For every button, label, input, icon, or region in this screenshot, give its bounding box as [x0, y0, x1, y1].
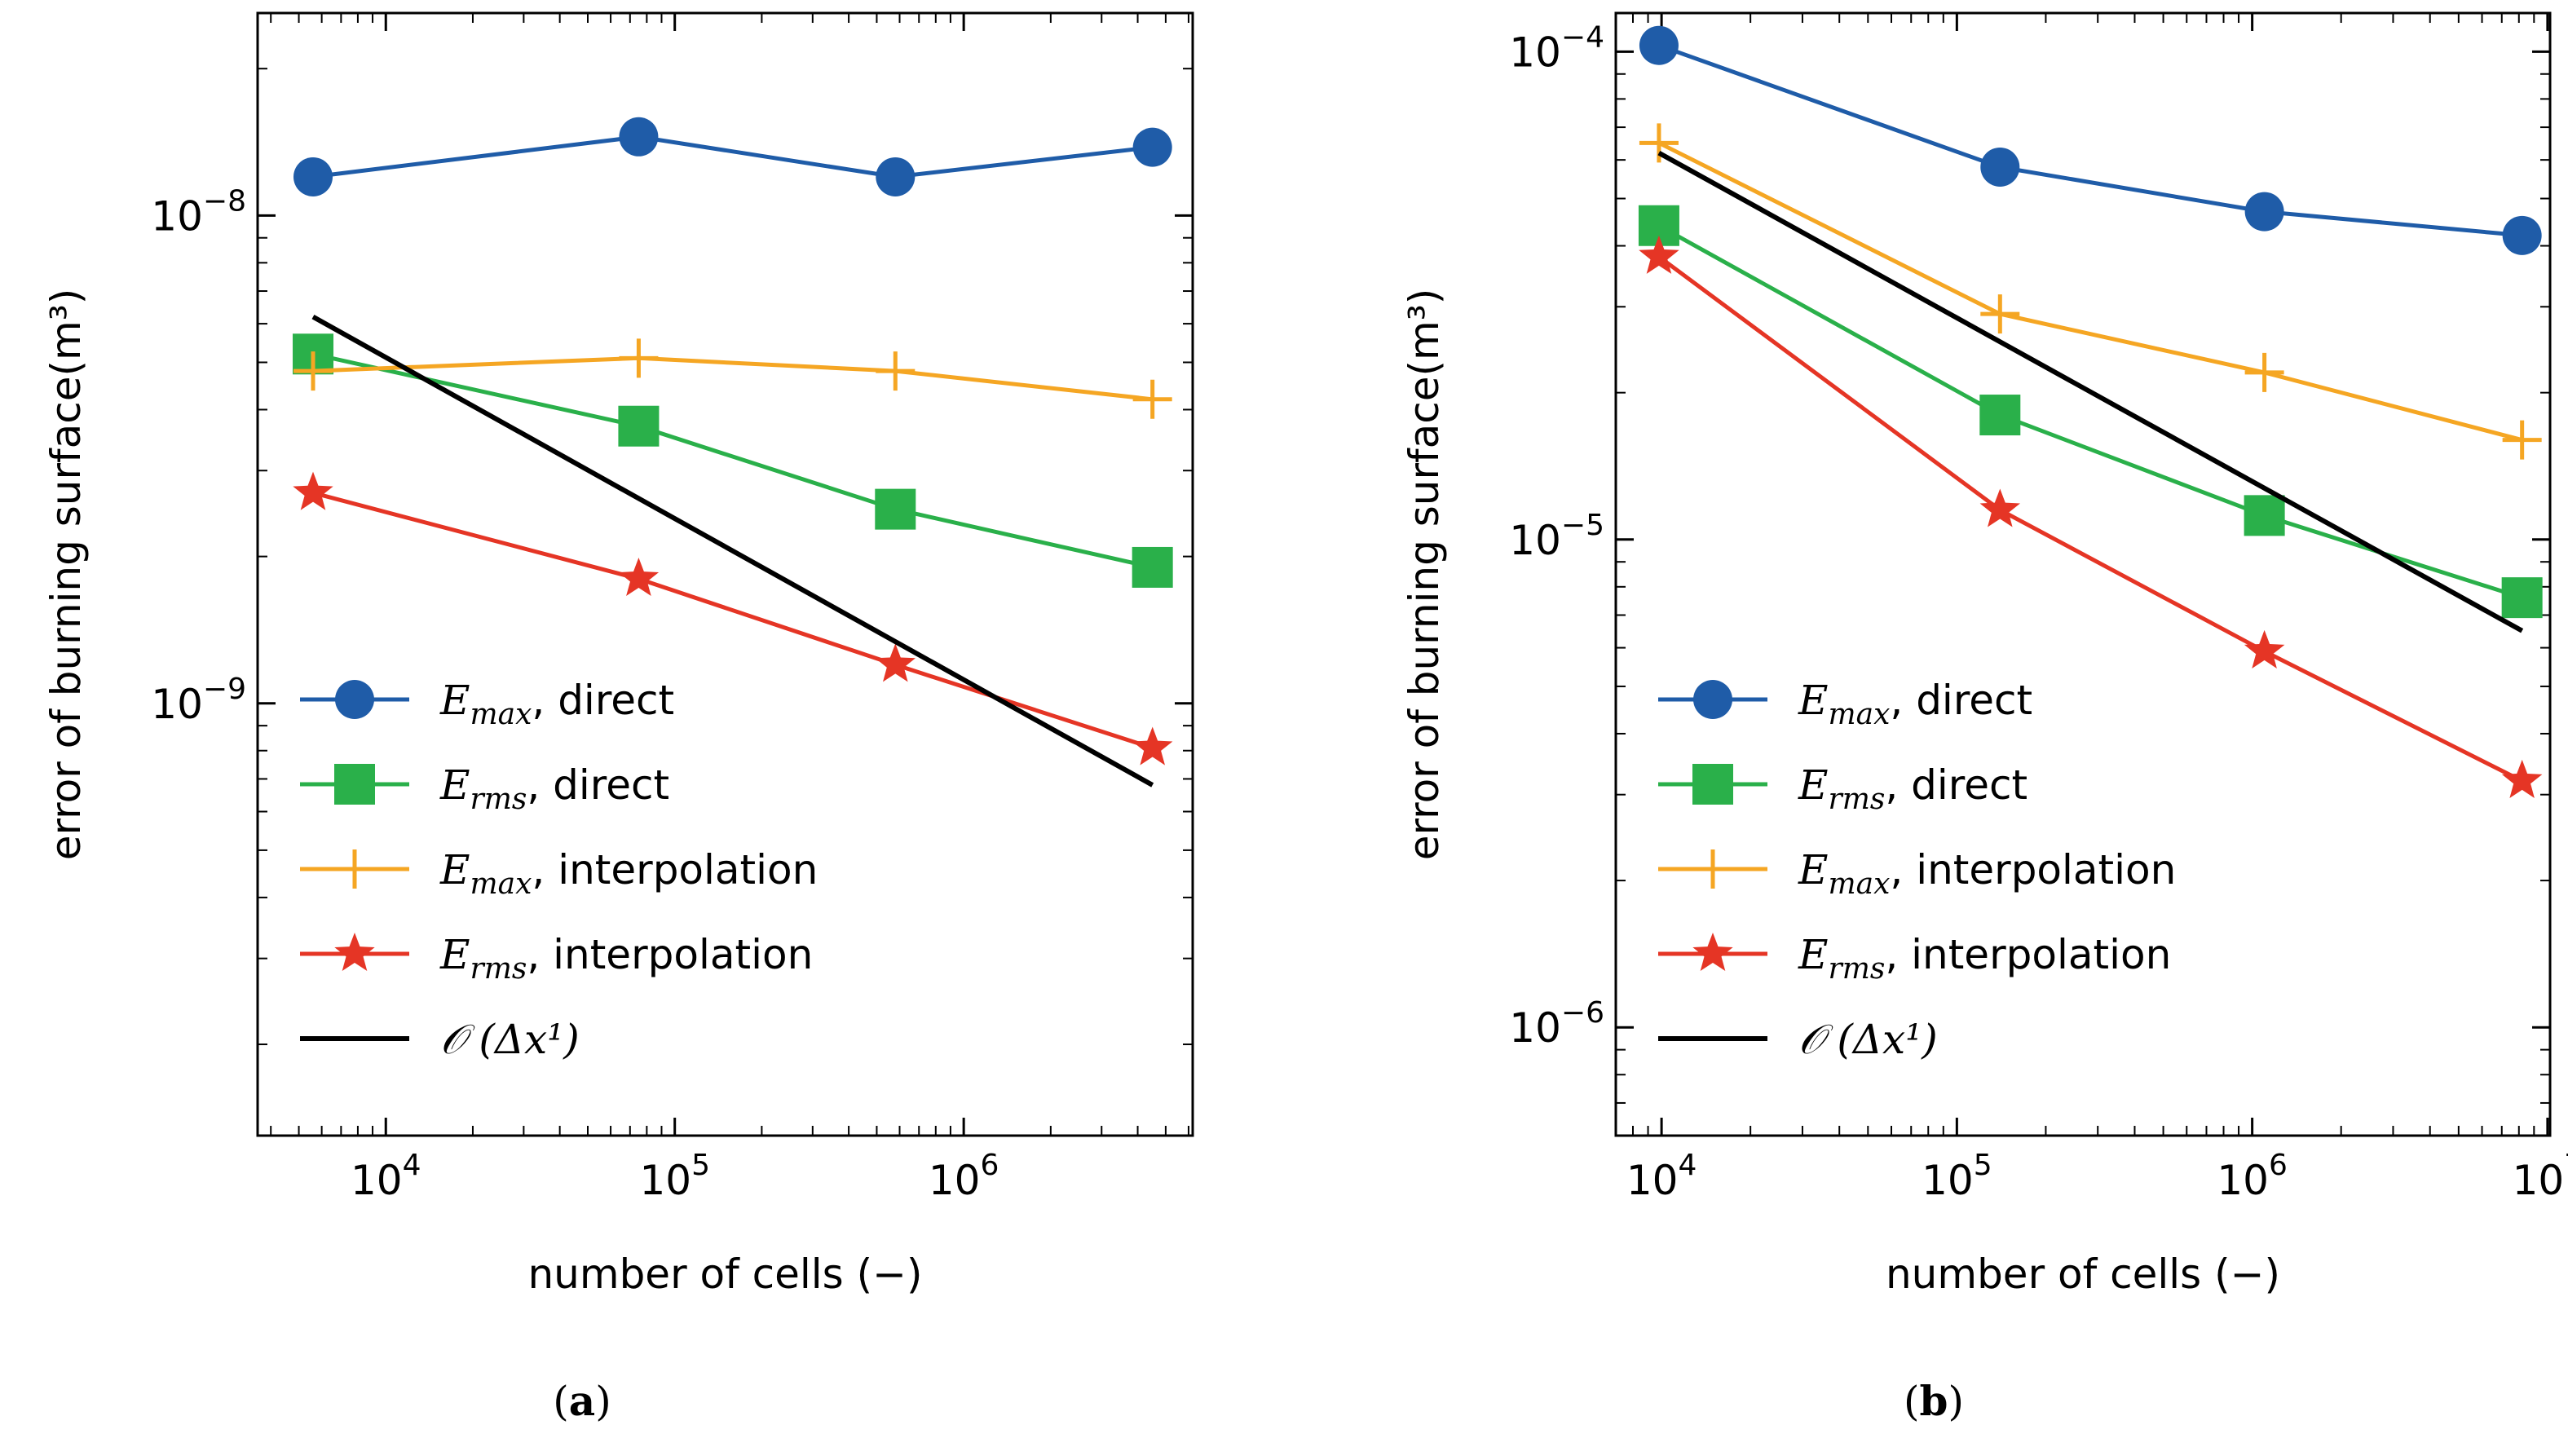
panel-a-xtick-label-1: 105: [639, 1149, 710, 1204]
panel-b-minor-ticks: [1616, 13, 2550, 1136]
panel-b-series-0-point-1: [1980, 147, 2020, 187]
panel-a-series-3-point-2: [875, 643, 916, 682]
panel-b-series-1-point-3: [2501, 577, 2543, 619]
panel-b-caption: (b): [1904, 1377, 1964, 1425]
panel-b-series-4-line: [1657, 150, 2524, 633]
panel-b-series-0-point-2: [2244, 192, 2284, 232]
panel-a-series-0-point-3: [1132, 127, 1172, 167]
panel-b-series-1-point-legend: [1692, 764, 1733, 805]
panel-a-series-2-point-3: [1132, 379, 1172, 419]
panel-a-legend-label-3: Erms, interpolation: [439, 931, 813, 986]
panel-a-series-2: [293, 338, 1172, 419]
panel-b-series-0-point-legend: [1693, 680, 1732, 719]
panel-a-series-2-line: [312, 355, 1153, 402]
panel-a-series-4: [311, 314, 1154, 788]
panel-a-series-0-point-0: [293, 157, 333, 196]
panel-a-series-0-point-1: [619, 117, 659, 157]
panel-a-x-axis-title: number of cells (−): [527, 1251, 922, 1298]
panel-b-xtick-label-1: 105: [1922, 1149, 1992, 1204]
panel-b-legend-label-2: Emax, interpolation: [1798, 846, 2176, 901]
panel-a-legend-label-2: Emax, interpolation: [439, 846, 818, 901]
panel-a-series-1-point-3: [1132, 546, 1173, 588]
panel-a-series-3-point-legend: [334, 933, 375, 971]
panel-a-series-3-line: [312, 491, 1154, 750]
panel-b-ytick-label-1: 10−5: [1509, 509, 1604, 564]
panel-a-series-4-line: [311, 314, 1154, 788]
panel-b-series-0: [1639, 25, 2542, 255]
panel-b-series-2-point-2: [2244, 352, 2284, 392]
panel-a-xtick-label-2: 106: [929, 1149, 999, 1204]
panel-a-series-0-line: [312, 135, 1153, 179]
panel-a-caption: (a): [553, 1377, 611, 1425]
panel-b-legend-label-3: Erms, interpolation: [1798, 931, 2171, 986]
panel-b-y-axis-title: error of burning surface(m³): [1401, 289, 1448, 861]
panel-a-series-3-point-3: [1132, 726, 1173, 766]
panel-b-series-3-point-legend: [1692, 933, 1733, 971]
panel-b-ytick-label-2: 10−4: [1509, 20, 1604, 76]
panel-b-series-1-point-1: [1979, 395, 2021, 436]
panel-b-series-3-point-0: [1639, 235, 1679, 274]
panel-b-xtick-label-2: 106: [2217, 1149, 2288, 1204]
panel-b-series-3-point-2: [2244, 629, 2285, 668]
panel-b-series-3-line: [1657, 254, 2523, 783]
panel-b-series-0-point-0: [1639, 25, 1679, 65]
panel-b-series-1: [1638, 205, 2543, 619]
panel-a-legend: Emax, direct Erms, direct Emax, interpolat…: [300, 677, 818, 1063]
panel-b-series-3-point-3: [2501, 759, 2543, 798]
panel-b-legend: Emax, direct Erms, direct Emax, interpolat…: [1658, 677, 2176, 1063]
panel-b-legend-label-0: Emax, direct: [1798, 677, 2032, 731]
panel-b-series-2-line: [1657, 141, 2523, 443]
panel-b-series-3-point-1: [1979, 488, 2020, 527]
panel-a-minor-ticks: [258, 13, 1193, 1136]
panel-b-legend-label-4: 𝒪 (Δx¹): [1798, 1016, 1938, 1063]
panel-b-ytick-label-0: 10−6: [1509, 996, 1604, 1052]
panel-a-series-0-point-2: [876, 157, 916, 196]
panel-b-series-2-point-1: [1980, 294, 2020, 334]
panel-a-series-2-point-0: [293, 351, 333, 391]
panel-b-series-0-point-3: [2502, 215, 2542, 255]
panel-b-series-4: [1657, 150, 2524, 633]
panel-b-series-1-point-2: [2244, 495, 2285, 536]
panel-b-xtick-label-0: 104: [1626, 1149, 1697, 1204]
panel-a-series-1-point-legend: [334, 764, 375, 805]
panel-a-series-2-point-legend: [335, 849, 374, 889]
panel-a-axes-frame: [256, 11, 1194, 1137]
panel-b-series-2-point-legend: [1693, 849, 1732, 889]
panel-b-series-2-point-3: [2502, 420, 2542, 460]
panel-b-series-1-line: [1657, 223, 2523, 600]
panel-a-legend-label-4: 𝒪 (Δx¹): [440, 1016, 580, 1063]
panel-a-ytick-label-1: 10−8: [151, 184, 246, 240]
panel-b-xtick-label-3: 107: [2513, 1149, 2568, 1204]
panel-a-series-2-point-1: [619, 338, 659, 378]
panel-a-series-3: [293, 471, 1173, 766]
panel-b-axes-frame: [1614, 11, 2552, 1137]
panel-a-series-1-point-1: [618, 405, 660, 447]
panel-a-series-2-point-2: [876, 351, 916, 391]
panel-a-series-0-point-legend: [335, 680, 374, 719]
panel-b-series-2: [1639, 123, 2542, 460]
panel-a-series-1-line: [312, 351, 1154, 570]
panel-b-x-axis-title: number of cells (−): [1886, 1251, 2280, 1298]
panel-a-ytick-label-0: 10−9: [151, 673, 246, 728]
panel-a: 104 105 106 10−9 10−8 number of cells (−) erro…: [42, 11, 1194, 1425]
panel-a-legend-label-0: Emax, direct: [439, 677, 674, 731]
panel-a-series-1: [293, 333, 1173, 588]
panel-a-series-0: [293, 117, 1172, 196]
panel-a-series-1-point-2: [875, 488, 916, 530]
panel-b-series-3: [1639, 235, 2543, 798]
panel-a-series-3-point-1: [618, 558, 660, 596]
panel-a-xtick-label-0: 104: [351, 1149, 421, 1204]
panel-b: 104 105 106 107 10−6 10−5 10−4 number of cells …: [1401, 11, 2568, 1425]
panel-b-legend-label-1: Erms, direct: [1798, 761, 2027, 816]
panel-a-legend-label-1: Erms, direct: [439, 761, 669, 816]
panel-a-y-axis-title: error of burning surface(m³): [42, 289, 90, 861]
panel-a-series-3-point-0: [293, 471, 333, 510]
panel-b-series-2-point-0: [1639, 123, 1679, 163]
panel-b-series-0-line: [1658, 43, 2522, 238]
